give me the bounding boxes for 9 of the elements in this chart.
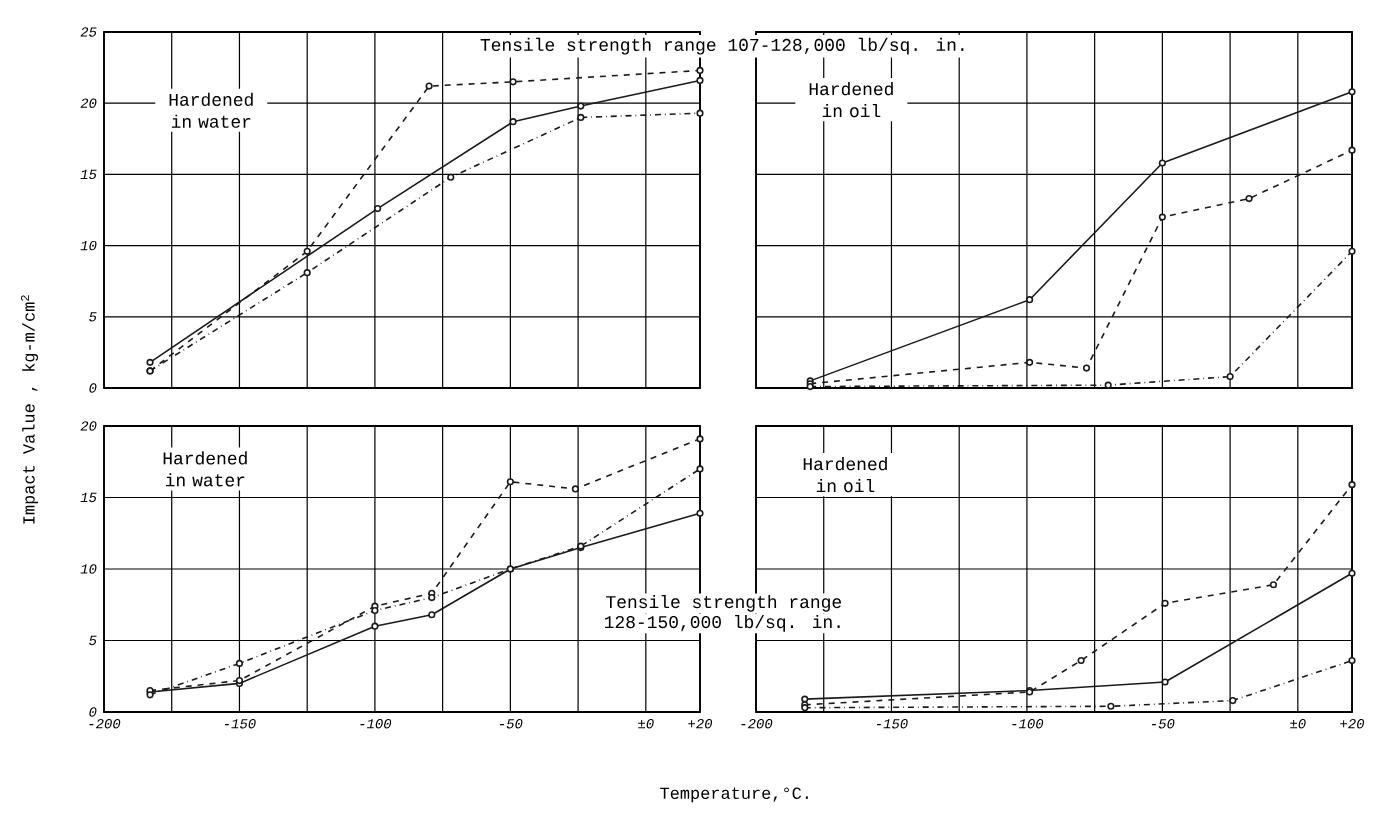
annotation: 128-150,000 lb/sq. in. — [604, 614, 840, 632]
annotation: Hardened in water — [163, 451, 247, 487]
x-axis-title: Temperature,°C. — [660, 787, 808, 803]
annotation: Hardened in water — [169, 92, 253, 128]
y-axis-title: Impact Value , kg-m/cm$^{2}$ — [20, 295, 39, 524]
annotation: Hardened in oil — [803, 457, 887, 493]
annotation: Hardened in oil — [809, 82, 893, 118]
annotation: Tensile strength range — [606, 594, 842, 612]
annotation: Tensile strength range 107-128,000 lb/sq. in. — [480, 37, 964, 55]
